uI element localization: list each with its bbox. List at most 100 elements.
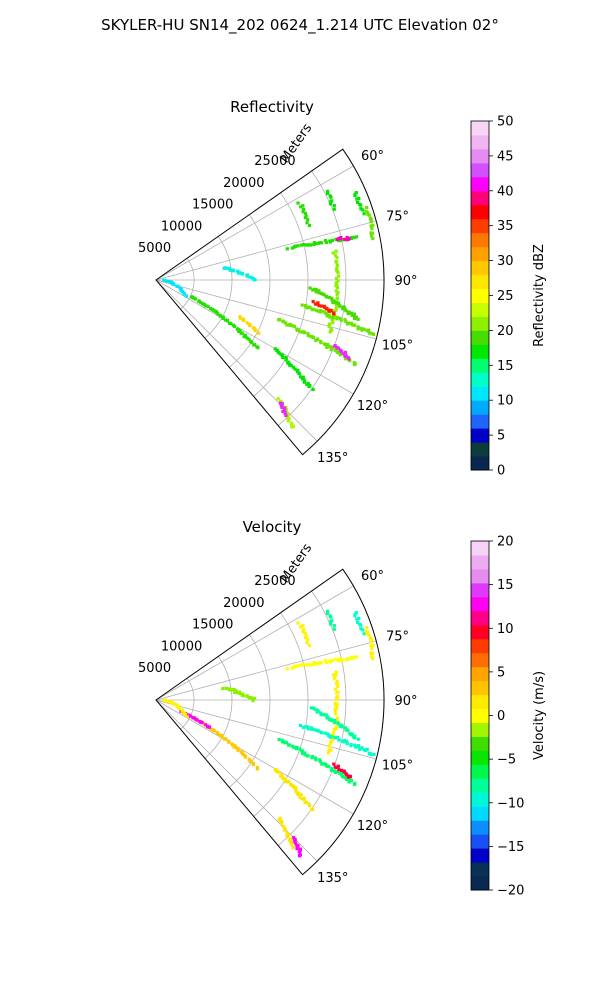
velocity-echo-cell <box>333 710 338 714</box>
velocity-echo-cell <box>345 739 349 743</box>
velocity-colorbar-band <box>471 694 489 710</box>
velocity-echo-cell <box>233 690 237 695</box>
velocity-colorbar-band <box>471 610 489 626</box>
reflectivity-echo-cell <box>278 401 283 405</box>
velocity-echo-cell <box>337 768 341 772</box>
velocity-echo-cell <box>330 767 334 771</box>
velocity-echo-cell <box>185 715 189 719</box>
velocity-echo-cell <box>301 624 305 628</box>
reflectivity-echo-12 <box>190 295 260 350</box>
reflectivity-echo-cell <box>277 351 281 355</box>
reflectivity-colorbar-band <box>471 456 489 471</box>
reflectivity-echo-cell <box>301 210 305 214</box>
velocity-echo-cell <box>371 657 375 661</box>
velocity-echo-cell <box>166 699 170 703</box>
velocity-echo-cell <box>336 685 340 689</box>
velocity-echo-cell <box>318 758 322 762</box>
reflectivity-echo-cell <box>250 275 254 280</box>
velocity-colorbar-band <box>471 876 489 891</box>
reflectivity-echo-cell <box>311 387 315 392</box>
reflectivity-echo-cell <box>345 235 349 240</box>
velocity-echo-9 <box>332 762 352 779</box>
velocity-echo-cell <box>359 627 363 631</box>
reflectivity-echo-cell <box>197 299 201 304</box>
velocity-echo-cell <box>362 632 366 636</box>
velocity-echo-cell <box>329 622 333 626</box>
velocity-grid-arc-1 <box>204 656 233 759</box>
reflectivity-echo-cell <box>279 404 283 408</box>
velocity-echo-cell <box>303 753 307 757</box>
reflectivity-grid-spoke-3 <box>155 279 377 340</box>
velocity-angle-tick-label: 135° <box>317 871 348 886</box>
velocity-echo-cell <box>331 731 336 735</box>
reflectivity-echo-cell <box>252 278 257 282</box>
reflectivity-echo-cell <box>245 321 249 325</box>
reflectivity-echo-cell <box>325 345 329 349</box>
velocity-colorbar-tick-label: −10 <box>497 796 524 811</box>
velocity-echo-cell <box>288 782 293 787</box>
velocity-echo-cell <box>232 745 236 749</box>
velocity-echo-cell <box>334 712 338 716</box>
reflectivity-echo-cell <box>301 375 305 379</box>
velocity-echo-cell <box>365 625 369 630</box>
reflectivity-echo-cell <box>335 293 339 297</box>
reflectivity-echo-cell <box>335 297 339 301</box>
reflectivity-echo-cell <box>238 316 242 320</box>
reflectivity-echo-cell <box>296 244 300 248</box>
velocity-echo-cell <box>299 792 303 797</box>
reflectivity-echo-cell <box>370 231 375 235</box>
velocity-echo-cell <box>352 782 357 786</box>
velocity-echo-cell <box>327 744 332 748</box>
velocity-echo-cell <box>253 696 257 701</box>
reflectivity-grid-spoke-0 <box>155 165 354 281</box>
velocity-grid-spoke-1 <box>155 640 377 701</box>
velocity-echo-cell <box>303 751 307 755</box>
velocity-echo-cell <box>255 767 260 771</box>
velocity-echo-cell <box>303 635 307 640</box>
velocity-echo-cell <box>350 732 354 736</box>
reflectivity-echo-cell <box>356 317 360 321</box>
velocity-echo-cell <box>200 720 204 725</box>
velocity-echo-cell <box>303 631 308 635</box>
velocity-echo-cell <box>325 611 330 616</box>
reflectivity-echo-cell <box>328 295 332 300</box>
reflectivity-colorbar-tick-label: 45 <box>497 149 514 164</box>
figure-title: SKYLER-HU SN14_202 0624_1.214 UTC Elevat… <box>101 16 499 34</box>
reflectivity-echo-cell <box>229 268 233 272</box>
reflectivity-echo-cell <box>315 337 319 341</box>
velocity-echo-cell <box>314 661 318 666</box>
reflectivity-echo-cell <box>364 328 369 332</box>
velocity-echo-cell <box>369 752 373 756</box>
reflectivity-echo-cell <box>318 310 322 314</box>
velocity-echo-cell <box>279 821 284 825</box>
velocity-echo-cell <box>354 745 358 749</box>
reflectivity-echo-cell <box>288 322 292 327</box>
reflectivity-echo-cell <box>312 287 317 291</box>
velocity-echo-cell <box>332 627 336 631</box>
velocity-echo-cell <box>209 727 213 731</box>
velocity-echo-cell <box>292 786 297 790</box>
reflectivity-echo-cell <box>356 327 360 331</box>
reflectivity-title: Reflectivity <box>230 98 314 116</box>
velocity-echo-cell <box>318 760 323 764</box>
velocity-echo-6 <box>309 706 360 741</box>
reflectivity-echo-cell <box>362 327 366 331</box>
velocity-echo-cell <box>297 850 301 854</box>
velocity-echo-cell <box>204 723 208 727</box>
velocity-echo-0 <box>296 621 312 648</box>
reflectivity-echo-cell <box>320 304 324 308</box>
reflectivity-echo-cell <box>341 352 345 356</box>
velocity-echo-cell <box>332 676 336 680</box>
reflectivity-echo-cell <box>166 279 171 283</box>
velocity-echo-cell <box>325 609 330 613</box>
velocity-echo-cell <box>284 780 288 784</box>
velocity-echo-cell <box>293 664 297 668</box>
velocity-echo-cell <box>313 707 317 711</box>
velocity-colorbar-band <box>471 736 489 751</box>
velocity-colorbar-tick-label: 15 <box>497 578 514 593</box>
reflectivity-echo-cell <box>346 237 350 242</box>
velocity-echo-cell <box>335 770 340 774</box>
reflectivity-colorbar: 0 5 10 15 20 25 30 35 40 45 50 Reflectivity dBZ <box>470 115 547 479</box>
velocity-echo-cell <box>334 726 339 730</box>
velocity-echo-cell <box>343 775 347 780</box>
